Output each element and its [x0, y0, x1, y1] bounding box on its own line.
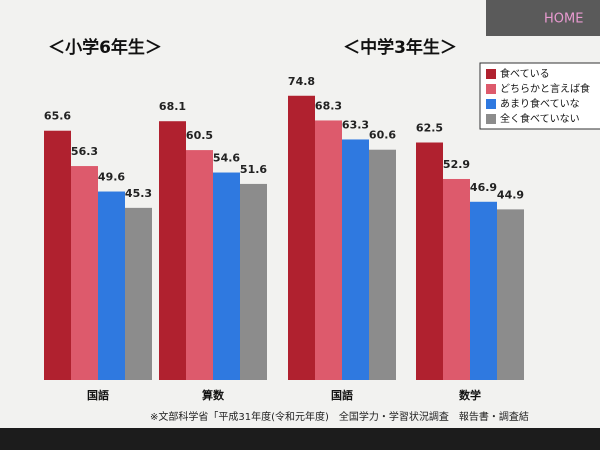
legend-swatch: [486, 84, 496, 94]
legend-label: 食べている: [500, 67, 550, 80]
home-button[interactable]: HOME: [544, 12, 583, 27]
value-label: 62.5: [416, 122, 443, 135]
legend-label: 全く食べていない: [500, 112, 580, 125]
bar: [44, 130, 71, 380]
legend-label: あまり食べていな: [500, 97, 580, 110]
legend-box: [479, 62, 600, 130]
x-tick-label: 算数: [201, 388, 225, 402]
bar: [443, 178, 470, 380]
bar: [125, 207, 152, 380]
bar: [342, 139, 369, 380]
legend-swatch: [486, 69, 496, 79]
value-label: 74.8: [288, 75, 315, 88]
bar: [315, 120, 342, 381]
value-label: 45.3: [125, 187, 152, 200]
value-label: 60.6: [369, 129, 396, 142]
group-label: ＜小学6年生＞: [48, 37, 162, 58]
group-label: ＜中学3年生＞: [343, 37, 457, 58]
value-label: 49.6: [98, 171, 125, 184]
value-label: 65.6: [44, 110, 71, 123]
value-label: 68.3: [315, 99, 342, 112]
bar: [186, 150, 213, 380]
x-tick-label: 国語: [87, 388, 109, 402]
bar: [213, 172, 240, 380]
value-label: 56.3: [71, 145, 98, 158]
bar: [497, 209, 524, 380]
nav-bar: [486, 0, 600, 36]
value-label: 63.3: [342, 118, 369, 131]
bar: [288, 95, 315, 380]
footnote: ※文部科学省「平成31年度(令和元年度) 全国学力・学習状況調査 報告書・調査結: [150, 410, 529, 423]
legend-swatch: [486, 99, 496, 109]
value-label: 54.6: [213, 152, 240, 165]
bar: [159, 121, 186, 380]
bar: [240, 183, 267, 380]
x-tick-label: 国語: [331, 388, 353, 402]
legend-swatch: [486, 114, 496, 124]
bar: [416, 142, 443, 380]
value-label: 68.1: [159, 100, 186, 113]
value-label: 60.5: [186, 129, 213, 142]
value-label: 44.9: [497, 188, 524, 201]
bar: [470, 201, 497, 380]
home-clip: HOME: [544, 12, 583, 27]
legend-label: どちらかと言えば食: [500, 82, 590, 95]
value-label: 46.9: [470, 181, 497, 194]
bar: [71, 166, 98, 380]
x-tick-label: 数学: [459, 388, 481, 402]
value-label: 52.9: [443, 158, 470, 171]
bar: [98, 191, 125, 380]
bar: [369, 149, 396, 380]
value-label: 51.6: [240, 163, 267, 176]
